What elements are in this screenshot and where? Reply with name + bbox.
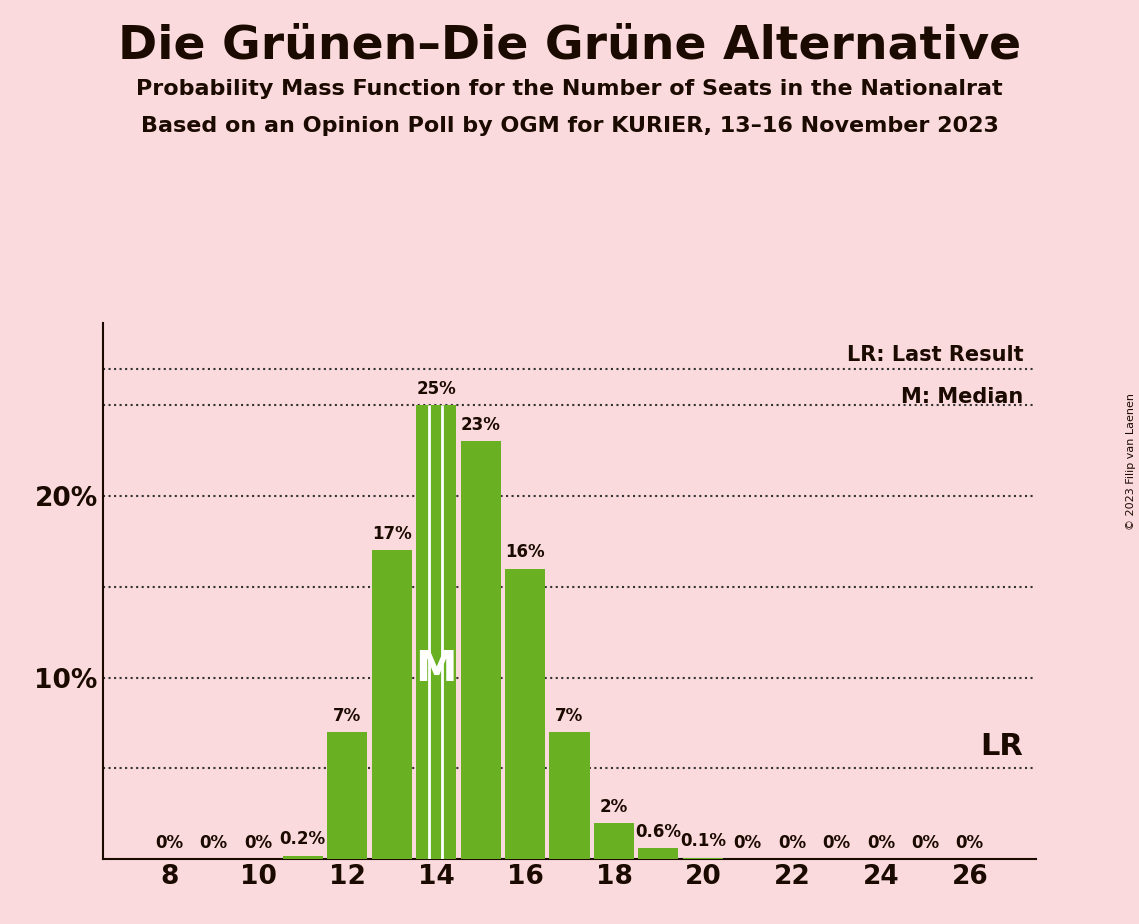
Text: 0%: 0%	[734, 834, 762, 852]
Text: 0%: 0%	[199, 834, 228, 852]
Text: 7%: 7%	[556, 707, 583, 725]
Text: LR: Last Result: LR: Last Result	[846, 346, 1023, 365]
Bar	[683, 857, 723, 859]
Text: 2%: 2%	[600, 797, 628, 816]
Text: 0%: 0%	[867, 834, 895, 852]
Bar	[549, 732, 590, 859]
Bar	[639, 848, 679, 859]
Text: 25%: 25%	[416, 380, 456, 398]
Text: 0.6%: 0.6%	[636, 823, 681, 841]
Text: M: M	[416, 648, 457, 689]
Text: LR: LR	[981, 732, 1023, 761]
Bar	[416, 405, 456, 859]
Text: 16%: 16%	[506, 543, 544, 562]
Text: 0.1%: 0.1%	[680, 833, 726, 850]
Bar	[371, 551, 411, 859]
Text: 0%: 0%	[911, 834, 940, 852]
Text: 17%: 17%	[371, 525, 411, 543]
Text: Based on an Opinion Poll by OGM for KURIER, 13–16 November 2023: Based on an Opinion Poll by OGM for KURI…	[140, 116, 999, 136]
Text: Probability Mass Function for the Number of Seats in the Nationalrat: Probability Mass Function for the Number…	[137, 79, 1002, 99]
Text: © 2023 Filip van Laenen: © 2023 Filip van Laenen	[1125, 394, 1136, 530]
Text: Die Grünen–Die Grüne Alternative: Die Grünen–Die Grüne Alternative	[118, 23, 1021, 68]
Text: 0%: 0%	[244, 834, 272, 852]
Bar	[505, 568, 546, 859]
Bar	[593, 823, 634, 859]
Text: 0%: 0%	[155, 834, 183, 852]
Text: 0%: 0%	[778, 834, 806, 852]
Text: 0.2%: 0.2%	[279, 831, 326, 848]
Bar	[460, 442, 500, 859]
Text: 23%: 23%	[460, 416, 500, 434]
Text: 7%: 7%	[333, 707, 361, 725]
Bar	[327, 732, 367, 859]
Text: M: Median: M: Median	[901, 387, 1023, 407]
Text: 0%: 0%	[822, 834, 851, 852]
Bar	[282, 856, 322, 859]
Text: 0%: 0%	[956, 834, 984, 852]
